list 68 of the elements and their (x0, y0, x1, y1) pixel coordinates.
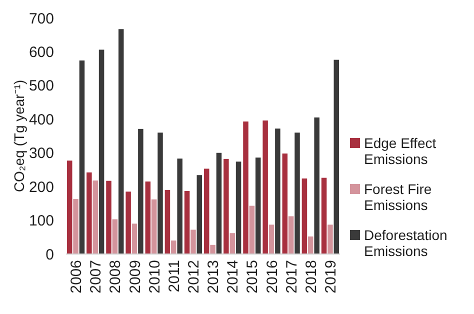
bar (66, 160, 72, 254)
x-tick-label: 2011 (166, 260, 183, 292)
y-tick-label: 700 (28, 10, 54, 28)
bar (243, 122, 248, 254)
bar (164, 190, 170, 254)
bar (255, 158, 261, 254)
bar (184, 190, 190, 254)
x-tick-label: 2018 (302, 260, 320, 294)
x-tick-label: 2006 (68, 260, 86, 294)
bar (118, 29, 124, 254)
bar (171, 240, 176, 254)
bar (138, 128, 144, 254)
bar (177, 158, 182, 254)
x-tick-label: 2008 (107, 260, 124, 294)
bar (73, 199, 78, 254)
bar (268, 224, 274, 254)
y-axis-title: CO₂eq (Tg year⁻¹) (11, 80, 27, 192)
x-tick-label: 2016 (264, 260, 281, 294)
bar (145, 182, 151, 254)
bar (288, 216, 294, 254)
y-tick-label: 200 (28, 178, 54, 196)
bar (98, 50, 104, 254)
bar (275, 128, 280, 254)
bar (249, 206, 255, 254)
bar (132, 224, 138, 254)
legend-label: Edge Effect Emissions (364, 134, 436, 167)
y-tick-label: 600 (28, 44, 54, 61)
bar (308, 236, 314, 254)
legend-label: Forest Fire Emissions (364, 180, 432, 213)
bar (106, 180, 112, 254)
bar (79, 60, 85, 254)
x-tick-label: 2013 (205, 260, 222, 294)
x-tick-label: 2009 (126, 260, 144, 294)
legend-label: Deforestation Emissions (364, 226, 448, 259)
x-tick-label: 2007 (88, 260, 105, 294)
bar (126, 192, 131, 254)
bar (294, 132, 300, 254)
bar (216, 152, 222, 254)
bar (204, 168, 210, 254)
y-tick-label: 500 (28, 78, 54, 95)
y-tick-label: 300 (28, 145, 54, 162)
bar (236, 162, 242, 254)
bar (282, 154, 288, 254)
bar (196, 175, 202, 254)
bar (314, 117, 320, 254)
bar (334, 60, 340, 254)
y-tick-label: 100 (28, 212, 54, 230)
x-tick-label: 2015 (244, 260, 262, 294)
bar (112, 219, 118, 254)
bar (210, 244, 216, 254)
x-tick-label: 2019 (322, 260, 340, 294)
x-tick-label: 2014 (224, 260, 242, 294)
bar (158, 132, 163, 254)
bar (302, 178, 308, 254)
bar (328, 224, 333, 254)
bar (224, 158, 229, 254)
y-tick-label: 400 (28, 111, 54, 128)
bar (262, 120, 268, 254)
bar (86, 172, 92, 254)
x-tick-label: 2017 (283, 260, 300, 294)
bar (230, 233, 235, 254)
x-tick-label: 2012 (185, 260, 202, 294)
y-tick-label: 0 (46, 246, 54, 264)
bar (92, 180, 98, 254)
x-tick-label: 2010 (146, 260, 164, 294)
bar (151, 199, 157, 254)
bar (321, 178, 327, 254)
bar (190, 230, 196, 254)
